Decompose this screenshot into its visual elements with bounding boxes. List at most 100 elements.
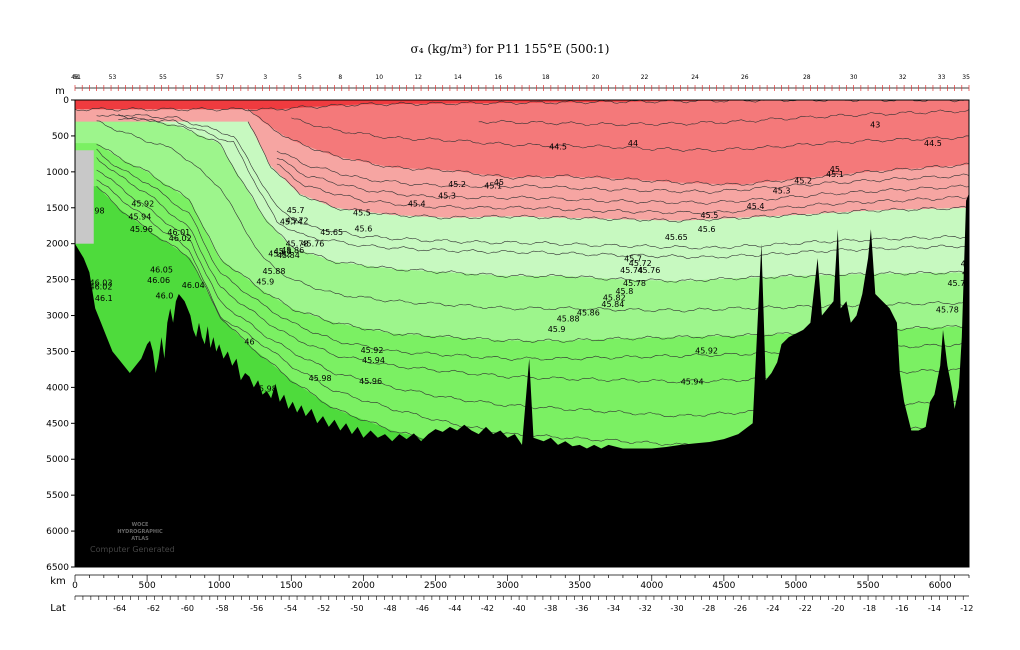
contour-label: 45.88 [263,267,286,276]
depth-tick-label: 5500 [46,491,69,501]
station-label: 16 [494,74,502,81]
contour-label: 45.86 [577,309,600,318]
lat-tick-label: -12 [960,604,973,613]
contour-label: 45.74 [947,279,970,288]
contour-label: 45.94 [362,356,385,365]
contour-45.6 [118,113,969,250]
contour-label: 46 [244,337,254,346]
depth-tick-label: 1500 [46,204,69,214]
contour-label: 44 [628,139,638,148]
station-label: 57 [216,74,224,81]
km-tick-label: 3500 [568,581,591,591]
station-label: 20 [592,74,600,81]
axes: 0500100015002000250030003500400045005000… [46,74,973,614]
contour-label: 45.84 [277,251,300,260]
lat-tick-label: -64 [113,604,126,613]
station-label: 28 [803,74,811,81]
station-label: 35 [962,74,970,81]
contour-label: 98 [94,207,104,216]
contour-label: 45.74 [280,217,303,226]
lat-tick-label: -38 [544,604,557,613]
contour-label: 45.76 [301,240,324,249]
contour-label: 46.04 [182,281,205,290]
contour-label: 45.78 [936,306,959,315]
depth-tick-label: 6500 [46,563,69,573]
contour-label: 45.6 [354,224,372,233]
contour-label: 46.1 [95,294,113,303]
km-tick-label: 4000 [640,581,663,591]
contour-label: 45.82 [603,293,626,302]
contour-label: 45.1 [826,170,844,179]
lat-tick-label: -14 [928,604,941,613]
contour-44 [478,109,969,127]
contour-label: 45.74 [620,266,643,275]
contour-label: 45.65 [665,233,688,242]
lat-tick-label: -56 [250,604,263,613]
contour-label: 45.94 [128,212,151,221]
lat-tick-label: -24 [766,604,779,613]
contour-label: 45.94 [681,378,704,387]
contour-label: 46.05 [150,265,173,274]
lat-tick-label: -60 [181,604,194,613]
contour-label: 45.65 [320,228,343,237]
lat-tick-label: -52 [317,604,330,613]
depth-tick-label: 5000 [46,455,69,465]
km-tick-label: 3000 [496,581,519,591]
contour-label: 46.03 [90,278,113,287]
contour-label: 45.9 [548,325,566,334]
depth-tick-label: 4000 [46,383,69,393]
contour-45.7 [96,114,968,283]
km-axis-label: km [50,576,66,587]
lat-tick-label: -28 [702,604,715,613]
contour-label: 45.76 [637,266,660,275]
contour-45.65 [118,117,969,259]
contour-44 [75,100,966,112]
logo-line-hydrographic: HYDROGRAPHIC [117,529,163,535]
contour-label: 45.72 [286,217,309,226]
station-label: 22 [641,74,649,81]
depth-tick-label: 1000 [46,168,69,178]
lat-tick-label: -34 [607,604,620,613]
contour-label: 45.82 [268,250,291,259]
contour-label: 45.78 [623,279,646,288]
depth-tick-label: 500 [52,132,69,142]
depth-tick-label: 0 [63,96,69,106]
station-label: 14 [454,74,462,81]
contour-label: 46.06 [147,276,170,285]
contour-label: 45.78 [286,240,309,249]
km-tick-label: 1000 [208,581,231,591]
contour-label: 45.3 [773,186,791,195]
station-label: 30 [850,74,858,81]
contour-label: 46.02 [90,283,113,292]
contour-label: 46.0 [155,291,173,300]
km-tick-label: 0 [72,581,78,591]
contour-label: 45.6 [698,225,716,234]
contour-label: 45.98 [254,385,277,394]
contour-label: 45 [494,178,504,187]
lat-tick-label: -50 [350,604,363,613]
lat-tick-label: -18 [863,604,876,613]
contour-label: 44.5 [924,139,942,148]
contour-label: 45.92 [131,199,154,208]
station-label: 32 [899,74,907,81]
station-label: 18 [542,74,550,81]
km-tick-label: 4500 [712,581,735,591]
km-tick-label: 6000 [929,581,952,591]
contour-label: 45.7 [624,255,642,264]
contour-label: 45.7 [287,206,305,215]
contour-label: 45.4 [747,202,765,211]
station-label: 24 [691,74,699,81]
depth-tick-label: 3000 [46,312,69,322]
station-label: 3 [263,74,267,81]
km-tick-label: 500 [139,581,156,591]
lat-tick-label: -62 [147,604,160,613]
depth-tick-label: 2000 [46,240,69,250]
depth-tick-label: 6000 [46,527,69,537]
plot-frame [74,99,970,568]
station-label: 8 [338,74,342,81]
contour-45.4 [276,163,969,215]
logo-line-atlas: ATLAS [131,536,149,542]
km-tick-label: 2500 [424,581,447,591]
contour-label: 45.98 [309,374,332,383]
